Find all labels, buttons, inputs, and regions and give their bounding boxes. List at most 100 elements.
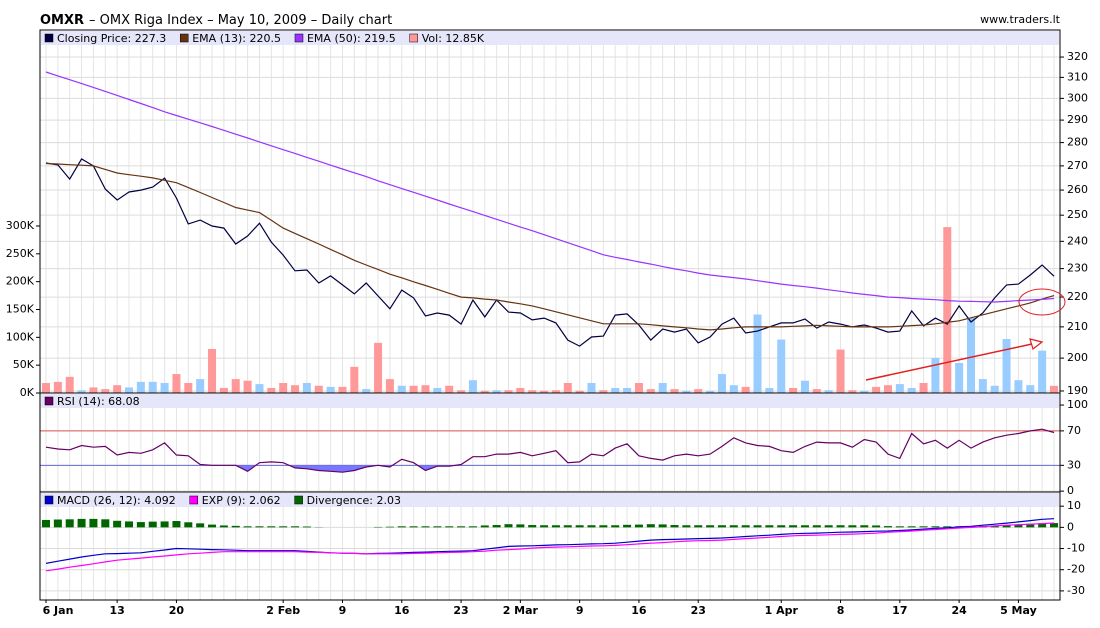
bar xyxy=(504,390,513,393)
legend-swatch xyxy=(44,33,54,43)
bar xyxy=(883,526,892,528)
bar xyxy=(978,379,987,393)
y-tick-label: 30 xyxy=(1067,458,1081,471)
bar xyxy=(824,525,833,528)
bar xyxy=(1050,523,1058,528)
bar xyxy=(587,382,596,393)
bar xyxy=(682,525,691,528)
y-tick-label: -30 xyxy=(1067,584,1085,597)
y-tick-label: 320 xyxy=(1067,50,1088,63)
bar xyxy=(77,390,86,393)
bar xyxy=(113,385,122,393)
oversold-area xyxy=(46,465,1054,473)
bar xyxy=(136,381,145,393)
bar xyxy=(101,519,110,528)
bar xyxy=(148,521,157,528)
bar xyxy=(255,526,264,528)
bar xyxy=(931,526,940,528)
legend-swatch xyxy=(409,33,418,43)
bar xyxy=(196,379,205,393)
bar xyxy=(777,339,786,393)
arrow-head xyxy=(1029,338,1044,351)
bar xyxy=(540,525,549,528)
bar xyxy=(990,525,999,528)
bar xyxy=(468,380,477,393)
panel-background xyxy=(40,30,1060,393)
legend-swatch xyxy=(294,495,303,505)
legend-swatch xyxy=(179,33,189,43)
bar xyxy=(504,524,513,528)
bar xyxy=(717,525,726,528)
bar xyxy=(753,314,762,393)
bar xyxy=(670,525,679,528)
y-tick-label: 220 xyxy=(1067,290,1088,303)
bar xyxy=(480,525,489,528)
x-tick-label: 2 Feb xyxy=(266,604,300,617)
bar xyxy=(1002,338,1011,393)
bar xyxy=(409,385,418,393)
bar xyxy=(836,349,845,393)
bar xyxy=(599,390,608,393)
bar xyxy=(125,521,134,528)
bar xyxy=(42,519,50,528)
legend-label: RSI (14): 68.08 xyxy=(57,395,140,408)
y-tick-label: 250 xyxy=(1067,208,1088,221)
y-tick-label: 210 xyxy=(1067,320,1088,333)
line xyxy=(45,428,1055,473)
y-tick-label: 100 xyxy=(1067,398,1088,411)
bar xyxy=(646,524,655,528)
bar xyxy=(516,524,525,528)
x-tick-label: 9 xyxy=(576,604,584,617)
y-tick-label: 70 xyxy=(1067,424,1081,437)
bar xyxy=(314,385,323,393)
bar xyxy=(777,525,786,528)
bar xyxy=(800,525,809,528)
bar xyxy=(136,522,145,528)
x-tick-label: 6 Jan xyxy=(43,604,74,617)
bar xyxy=(350,366,359,393)
bar xyxy=(563,525,572,528)
x-tick-label: 9 xyxy=(339,604,347,617)
trend-arrow xyxy=(865,343,1033,381)
x-tick-label: 23 xyxy=(453,604,468,617)
legend-swatch xyxy=(189,495,198,505)
x-tick-label: 17 xyxy=(892,604,907,617)
bar xyxy=(587,525,596,528)
bar xyxy=(528,525,537,528)
bar xyxy=(397,526,406,528)
bar xyxy=(160,521,169,528)
legend-label: Closing Price: 227.3 xyxy=(57,32,166,45)
bar xyxy=(895,526,904,528)
bar xyxy=(89,387,98,393)
bar xyxy=(694,389,703,393)
bar xyxy=(611,387,620,393)
bar xyxy=(919,526,928,528)
bar xyxy=(919,382,928,393)
bar xyxy=(848,525,857,528)
bar xyxy=(1038,523,1047,528)
legend-label: EMA (13): 220.5 xyxy=(192,32,281,45)
bar xyxy=(990,385,999,393)
bar xyxy=(789,525,798,528)
line xyxy=(45,522,1055,572)
bar xyxy=(42,382,50,393)
bar xyxy=(812,389,821,393)
y-tick-label: 0 xyxy=(1067,520,1074,533)
bar xyxy=(101,389,110,393)
bar xyxy=(326,386,335,393)
bar xyxy=(848,390,857,393)
bar xyxy=(895,384,904,393)
bar xyxy=(291,385,300,393)
bar xyxy=(623,387,632,393)
y-tick-label: 260 xyxy=(1067,183,1088,196)
x-tick-label: 5 May xyxy=(1000,604,1037,617)
y-tick-label: -20 xyxy=(1067,563,1085,576)
bar xyxy=(362,389,371,393)
highlight-ellipse xyxy=(1018,288,1066,316)
bar xyxy=(943,526,952,528)
bar xyxy=(89,518,98,528)
bar xyxy=(634,524,643,528)
bar xyxy=(243,380,252,393)
bar xyxy=(53,519,62,528)
